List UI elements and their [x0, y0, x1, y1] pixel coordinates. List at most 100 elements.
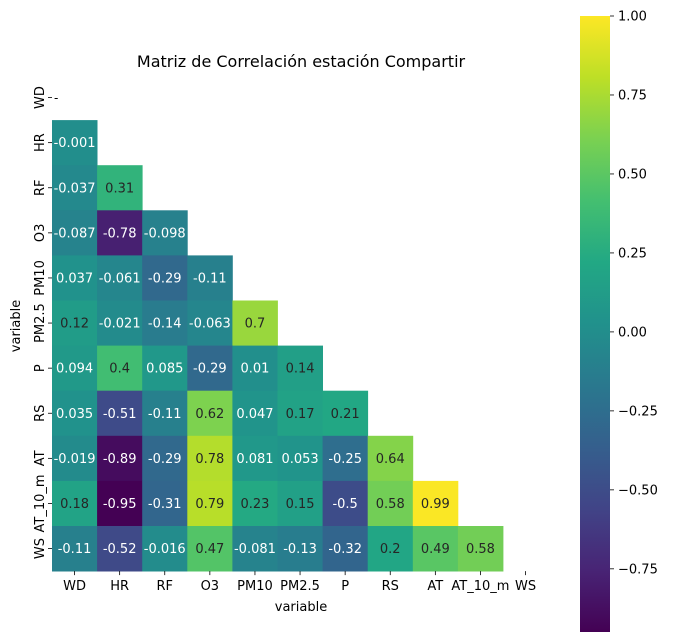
- colorbar-tick-label: −0.50: [618, 483, 658, 498]
- heatmap-cell: [52, 480, 98, 527]
- cell-value-label: 0.49: [421, 542, 450, 557]
- cell-value-label: 0.053: [281, 452, 318, 467]
- heatmap-cells: [52, 120, 504, 572]
- heatmap-cell: [52, 255, 98, 301]
- heatmap-cell: [322, 390, 369, 437]
- y-axis: WD HR RF O3 PM10 PM2.5 P RS AT AT_10_m WS: [33, 86, 52, 559]
- empty-row-marker: -: [54, 91, 58, 105]
- cell-value-label: -0.14: [148, 317, 182, 332]
- heatmap-cell: [142, 390, 188, 437]
- heatmap-cell: [277, 345, 323, 392]
- heatmap-cell: [412, 526, 459, 572]
- heatmap-cell: [97, 390, 143, 437]
- heatmap-cell: [97, 480, 143, 527]
- cell-value-label: 0.094: [56, 362, 93, 377]
- heatmap-cell: [142, 255, 188, 301]
- x-tick-label: PM10: [237, 579, 273, 594]
- cell-value-label: 0.4: [109, 362, 130, 377]
- cell-value-label: -0.001: [54, 136, 96, 151]
- heatmap-cell: [232, 345, 278, 392]
- cell-value-label: -0.13: [283, 542, 317, 557]
- heatmap-cell: [232, 435, 278, 482]
- cell-value-label: -0.29: [148, 452, 182, 467]
- cell-value-label: 0.12: [60, 317, 89, 332]
- cell-value-label: 0.79: [195, 497, 224, 512]
- y-tick-label: RF: [33, 179, 48, 196]
- y-tick-label: O3: [33, 224, 48, 243]
- heatmap-cell: [52, 120, 98, 166]
- cell-value-label: -0.11: [148, 407, 182, 422]
- heatmap-cell: [97, 210, 143, 256]
- heatmap-cell: [322, 526, 369, 572]
- x-tick-label: HR: [110, 579, 129, 594]
- x-tick-label: RF: [156, 579, 173, 594]
- heatmap-cell: [322, 480, 369, 527]
- y-tick-label: RS: [33, 405, 48, 422]
- cell-value-label: 0.47: [195, 542, 224, 557]
- heatmap-cell: [277, 480, 323, 527]
- y-tick-label: PM10: [33, 260, 48, 296]
- x-tick-label: WS: [515, 579, 536, 594]
- cell-value-label: 0.23: [240, 497, 269, 512]
- cell-value-label: -0.016: [144, 542, 186, 557]
- heatmap-cell: [52, 165, 98, 211]
- heatmap-cell: [187, 345, 233, 392]
- heatmap-cell: [52, 390, 98, 437]
- heatmap-cell: [187, 390, 233, 437]
- heatmap-cell: [142, 435, 188, 482]
- heatmap-cell: [277, 390, 323, 437]
- heatmap-cell: [97, 526, 143, 572]
- heatmap-cell: [232, 526, 278, 572]
- heatmap-cell: [187, 526, 233, 572]
- heatmap-cell: [322, 435, 369, 482]
- cell-value-label: 0.58: [376, 497, 405, 512]
- cell-value-label: -0.061: [99, 271, 141, 286]
- x-tick-label: AT: [427, 579, 443, 594]
- heatmap-cell: [142, 300, 188, 346]
- heatmap-cell: [52, 526, 98, 572]
- cell-value-label: -0.89: [103, 452, 137, 467]
- cell-value-label: -0.95: [103, 497, 137, 512]
- cell-value-label: -0.081: [234, 542, 276, 557]
- cell-value-label: 0.2: [380, 542, 401, 557]
- x-tick-label: P: [341, 579, 349, 594]
- heatmap-cell: [52, 435, 98, 482]
- cell-value-label: -0.78: [103, 226, 137, 241]
- y-axis-label: variable: [9, 300, 24, 352]
- y-tick-label: WS: [33, 538, 48, 559]
- heatmap-cell: [142, 345, 188, 392]
- y-tick-label: PM2.5: [33, 303, 48, 343]
- cell-value-label: 0.58: [466, 542, 495, 557]
- heatmap-cell: [367, 526, 414, 572]
- x-tick-label: PM2.5: [280, 579, 320, 594]
- heatmap-cell: [142, 526, 188, 572]
- heatmap-cell: [142, 480, 188, 527]
- colorbar-gradient: [580, 16, 610, 632]
- chart-title: Matriz de Correlación estación Compartir: [137, 52, 466, 71]
- heatmap-cell: [367, 480, 414, 527]
- cell-value-label: 0.78: [195, 452, 224, 467]
- heatmap-cell: [457, 526, 504, 572]
- cell-value-label: 0.18: [60, 497, 89, 512]
- y-tick-label: P: [33, 364, 48, 372]
- x-tick-label: AT_10_m: [451, 579, 509, 594]
- cell-value-label: 0.99: [421, 497, 450, 512]
- heatmap-cell: [142, 210, 188, 256]
- colorbar-tick-label: 0.75: [618, 88, 647, 103]
- heatmap-cell: [97, 165, 143, 211]
- cell-value-label: -0.11: [193, 271, 227, 286]
- heatmap-cell: [52, 300, 98, 346]
- y-tick-label: AT: [33, 450, 48, 466]
- x-tick-label: WD: [63, 579, 86, 594]
- heatmap-cell: [277, 526, 323, 572]
- heatmap-cell: [367, 435, 414, 482]
- heatmap-cell: [187, 255, 233, 301]
- heatmap-cell: [187, 300, 233, 346]
- heatmap-cell: [52, 210, 98, 256]
- heatmap-cell: [97, 345, 143, 392]
- cell-value-label: -0.5: [332, 497, 357, 512]
- cell-value-label: -0.037: [54, 181, 96, 196]
- cell-value-label: 0.31: [105, 181, 134, 196]
